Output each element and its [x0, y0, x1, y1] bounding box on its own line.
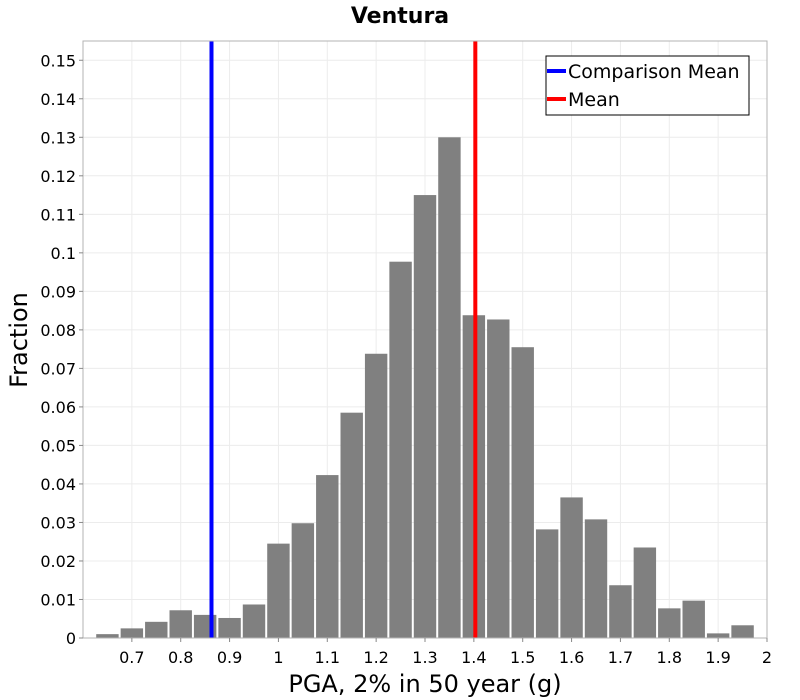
y-tick-label: 0.07: [40, 359, 76, 378]
y-tick-label: 0.04: [40, 475, 76, 494]
y-tick-label: 0: [66, 629, 76, 648]
x-tick-label: 0.8: [168, 648, 193, 667]
x-tick-label: 0.9: [217, 648, 242, 667]
legend-label-comparison-mean: Comparison Mean: [568, 61, 740, 83]
y-axis-title: Fraction: [5, 292, 33, 388]
histogram-bar: [120, 628, 144, 638]
y-tick-label: 0.1: [51, 244, 76, 263]
histogram-bar: [218, 617, 241, 638]
x-tick-label: 1: [273, 648, 283, 667]
histogram-bar: [316, 475, 339, 638]
x-tick-label: 1.1: [315, 648, 340, 667]
legend-label-mean: Mean: [568, 89, 620, 111]
histogram-bar: [340, 412, 363, 638]
x-tick-label: 1.4: [461, 648, 486, 667]
x-tick-label: 0.7: [119, 648, 144, 667]
x-tick-label: 1.3: [412, 648, 437, 667]
y-tick-label: 0.13: [40, 128, 76, 147]
y-tick-label: 0.15: [40, 51, 76, 70]
histogram-bar: [535, 529, 559, 638]
x-tick-label: 1.8: [657, 648, 682, 667]
legend: Comparison Mean Mean: [545, 55, 750, 116]
histogram-bar: [487, 319, 510, 638]
y-tick-label: 0.08: [40, 321, 76, 340]
y-axis-ticks: 0 0.01 0.02 0.03 0.04 0.05 0.06 0.07 0.08 0.09 0.1…: [40, 51, 83, 648]
x-tick-label: 1.7: [608, 648, 633, 667]
chart-title: Ventura: [351, 4, 449, 29]
histogram-bar: [731, 625, 754, 638]
x-axis-title: PGA, 2% in 50 year (g): [288, 670, 561, 698]
histogram-bar: [633, 547, 657, 638]
histogram-bar: [364, 353, 388, 638]
histogram-bar: [242, 604, 266, 638]
y-tick-label: 0.12: [40, 167, 76, 186]
histogram-bar: [584, 519, 608, 638]
histogram-bar: [706, 633, 730, 638]
x-axis-ticks: 0.7 0.8 0.9 1 1.1 1.2 1.3 1.4 1.5 1.6 1.7 1.8 1.9 2: [119, 638, 772, 667]
histogram-bar: [511, 347, 534, 638]
histogram-bar: [438, 137, 461, 638]
histogram-bar: [682, 600, 705, 638]
histogram-bar: [267, 543, 290, 638]
y-tick-label: 0.02: [40, 552, 76, 571]
x-tick-label: 1.9: [705, 648, 730, 667]
histogram-bar: [413, 195, 437, 638]
x-tick-label: 2: [762, 648, 772, 667]
y-tick-label: 0.05: [40, 436, 76, 455]
histogram-bar: [389, 261, 412, 638]
histogram-bar: [658, 608, 681, 638]
histogram-bar: [291, 523, 315, 638]
histogram-bar: [560, 497, 583, 638]
histogram-bar: [609, 585, 632, 638]
x-tick-label: 1.2: [363, 648, 388, 667]
x-tick-label: 1.6: [559, 648, 584, 667]
histogram-bar: [96, 634, 119, 638]
y-tick-label: 0.14: [40, 90, 76, 109]
histogram-bar: [169, 610, 192, 638]
legend-box: [545, 55, 750, 116]
histogram-bars: [96, 137, 754, 638]
reference-lines: [209, 41, 478, 638]
histogram-bar: [145, 621, 168, 638]
x-tick-label: 1.5: [510, 648, 535, 667]
y-tick-label: 0.09: [40, 282, 76, 301]
y-tick-label: 0.03: [40, 513, 76, 532]
y-tick-label: 0.11: [40, 205, 76, 224]
y-tick-label: 0.06: [40, 398, 76, 417]
y-tick-label: 0.01: [40, 590, 76, 609]
